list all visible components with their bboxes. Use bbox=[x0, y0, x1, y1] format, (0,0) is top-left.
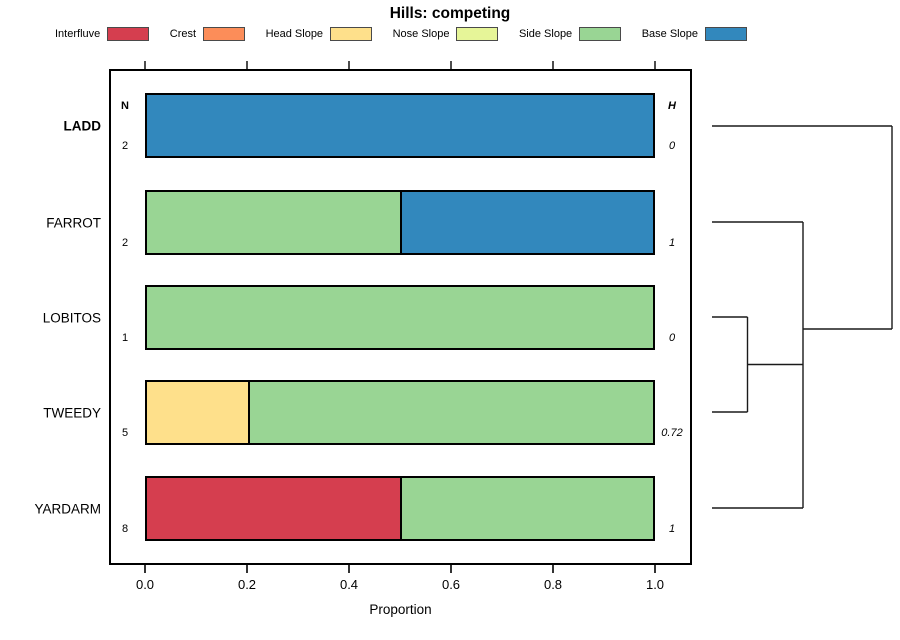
row-label-tweedy: TWEEDY bbox=[43, 405, 101, 420]
legend-swatch-icon bbox=[704, 27, 747, 41]
row-label-farrot: FARROT bbox=[46, 215, 101, 230]
bar-segment-head-slope bbox=[147, 382, 249, 443]
bar-segment-side-slope bbox=[400, 478, 653, 539]
n-column-header: N bbox=[121, 100, 129, 112]
h-value-tweedy: 0.72 bbox=[661, 427, 683, 439]
legend-label: Crest bbox=[169, 28, 197, 40]
x-tick-label: 0.6 bbox=[441, 577, 461, 592]
legend-label: Side Slope bbox=[518, 28, 573, 40]
legend-item-nose-slope: Nose Slope bbox=[393, 27, 499, 41]
bar-segment-base-slope bbox=[400, 192, 653, 253]
legend-item-base-slope: Base Slope bbox=[642, 27, 747, 41]
legend-swatch-icon bbox=[579, 27, 622, 41]
stacked-bar-lobitos bbox=[145, 285, 655, 350]
h-column-header: H bbox=[668, 100, 676, 112]
h-value-ladd: 0 bbox=[668, 140, 676, 152]
legend-item-head-slope: Head Slope bbox=[266, 27, 373, 41]
x-tick-label: 0.2 bbox=[237, 577, 257, 592]
bar-segment-side-slope bbox=[248, 382, 653, 443]
legend-label: Interfluve bbox=[55, 28, 101, 40]
legend-item-interfluve: Interfluve bbox=[55, 27, 150, 41]
x-tick-label: 0.4 bbox=[339, 577, 359, 592]
legend-swatch-icon bbox=[330, 27, 373, 41]
h-value-farrot: 1 bbox=[668, 237, 676, 249]
stacked-bar-ladd bbox=[145, 93, 655, 158]
n-value-lobitos: 1 bbox=[121, 332, 129, 344]
chart-title: Hills: competing bbox=[389, 5, 511, 22]
h-value-yardarm: 1 bbox=[668, 523, 676, 535]
row-label-lobitos: LOBITOS bbox=[42, 310, 101, 325]
bar-segment-base-slope bbox=[147, 95, 653, 156]
x-tick-label: 1.0 bbox=[645, 577, 665, 592]
legend-swatch-icon bbox=[203, 27, 246, 41]
h-value-lobitos: 0 bbox=[668, 332, 676, 344]
x-tick-label: 0.0 bbox=[135, 577, 155, 592]
row-label-ladd: LADD bbox=[63, 118, 102, 133]
legend-item-side-slope: Side Slope bbox=[518, 27, 622, 41]
legend: Interfluve Crest Head Slope Nose Slope Side … bbox=[55, 26, 747, 42]
x-axis-title: Proportion bbox=[369, 602, 432, 617]
stacked-bar-yardarm bbox=[145, 476, 655, 541]
stacked-bar-tweedy bbox=[145, 380, 655, 445]
n-value-yardarm: 8 bbox=[121, 523, 129, 535]
n-value-ladd: 2 bbox=[121, 140, 129, 152]
x-tick-label: 0.8 bbox=[543, 577, 563, 592]
legend-label: Base Slope bbox=[641, 28, 698, 40]
legend-label: Head Slope bbox=[265, 28, 324, 40]
row-label-yardarm: YARDARM bbox=[34, 501, 101, 516]
bar-segment-side-slope bbox=[147, 192, 400, 253]
legend-label: Nose Slope bbox=[392, 28, 450, 40]
n-value-farrot: 2 bbox=[121, 237, 129, 249]
n-value-tweedy: 5 bbox=[121, 427, 129, 439]
bar-segment-interfluve bbox=[147, 478, 400, 539]
legend-item-crest: Crest bbox=[169, 27, 246, 41]
stacked-bar-farrot bbox=[145, 190, 655, 255]
legend-swatch-icon bbox=[456, 27, 499, 41]
bar-segment-side-slope bbox=[147, 287, 653, 348]
legend-swatch-icon bbox=[107, 27, 150, 41]
